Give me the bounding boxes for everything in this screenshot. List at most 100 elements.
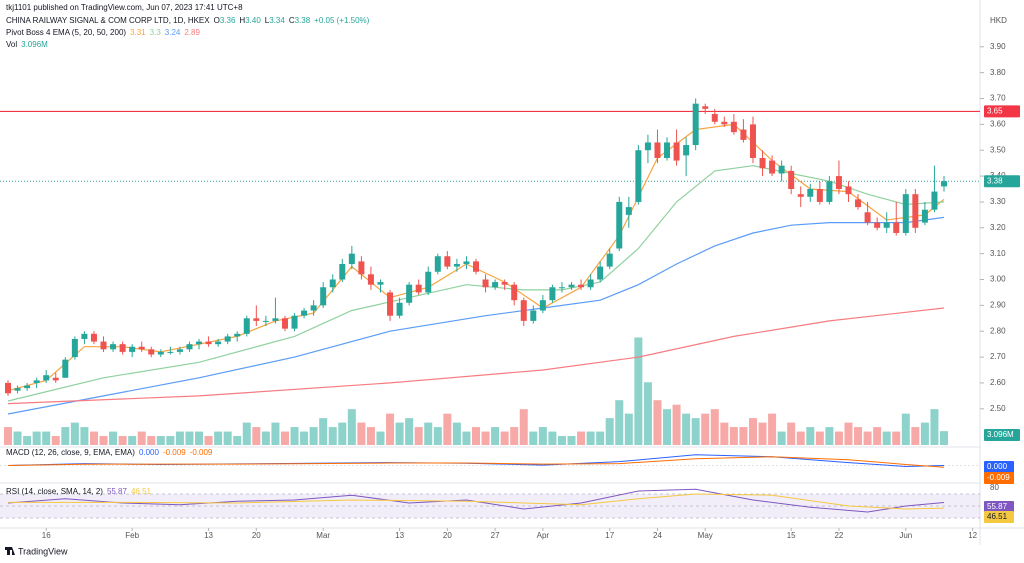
volume-bar <box>873 427 882 445</box>
volume-bar <box>185 431 194 445</box>
candle-body <box>778 165 785 174</box>
volume-bar <box>137 431 146 445</box>
volume-bar <box>796 431 805 445</box>
volume-bar <box>147 436 156 445</box>
brand: TradingView <box>18 546 68 556</box>
chart-title: CHINA RAILWAY SIGNAL & COM CORP LTD, 1D,… <box>6 16 210 25</box>
volume-bar <box>682 413 691 445</box>
y-tick-label: 3.60 <box>990 119 1006 128</box>
candle-body <box>272 318 279 321</box>
volume-bar <box>500 431 509 445</box>
volume-bar <box>701 413 710 445</box>
volume-bar <box>739 427 748 445</box>
volume-bar <box>300 431 309 445</box>
volume-bar <box>548 431 557 445</box>
y-tick-label: 3.80 <box>990 68 1006 77</box>
candle-body <box>301 310 308 316</box>
candle-body <box>597 266 604 280</box>
volume-bar <box>710 409 719 445</box>
volume-bar <box>80 427 89 445</box>
candle-body <box>157 351 164 355</box>
volume-bar <box>233 436 242 445</box>
volume-bar <box>854 427 863 445</box>
volume-bar <box>32 431 41 445</box>
candle-body <box>664 142 671 158</box>
volume-bar <box>643 382 652 445</box>
candle-body <box>711 114 718 122</box>
hline-label: 3.65 <box>987 107 1003 116</box>
volume-bar <box>109 431 118 445</box>
macd-value: -0.009 <box>190 448 213 457</box>
candle-body <box>90 333 97 342</box>
x-tick-label: 13 <box>395 531 404 540</box>
volume-bar <box>433 427 442 445</box>
candle-body <box>692 103 699 146</box>
brand-logo <box>5 547 15 555</box>
candle-body <box>463 261 470 264</box>
candle-body <box>749 124 756 158</box>
candle-body <box>644 142 651 151</box>
candle-body <box>253 318 260 321</box>
candle-body <box>835 176 842 190</box>
volume-bar <box>768 413 777 445</box>
volume-bar <box>557 436 566 445</box>
candle-body <box>883 222 890 228</box>
rsi-line <box>8 493 945 510</box>
candle-body <box>320 287 327 306</box>
candle-body <box>912 194 919 228</box>
candle-body <box>329 279 336 288</box>
candle-body <box>921 209 928 223</box>
y-tick-label: 2.80 <box>990 326 1006 335</box>
x-tick-label: 16 <box>42 531 51 540</box>
volume-bar <box>414 427 423 445</box>
volume-bar <box>242 422 251 445</box>
candle-body <box>234 333 241 337</box>
volume-bar <box>481 431 490 445</box>
ohlc-value: 3.40 <box>245 16 261 25</box>
ohlc-key: L <box>265 16 270 25</box>
candle-body <box>759 157 766 169</box>
x-tick-label: 12 <box>968 531 977 540</box>
candle-body <box>71 338 78 358</box>
volume-bar <box>472 427 480 445</box>
x-tick-label: 20 <box>443 531 452 540</box>
candle-body <box>367 274 374 285</box>
volume-bar <box>118 436 127 445</box>
candle-body <box>845 186 852 195</box>
ohlc-value: 3.38 <box>295 16 311 25</box>
volume-bar <box>405 418 414 445</box>
volume-label-box <box>984 429 1020 441</box>
volume-bar <box>42 431 51 445</box>
y-tick-label: 3.20 <box>990 223 1006 232</box>
candle-body <box>167 351 174 353</box>
candle-body <box>797 194 804 197</box>
volume-bar <box>863 431 872 445</box>
candle-body <box>730 121 737 133</box>
volume-bar <box>271 422 280 445</box>
candle-body <box>721 121 728 125</box>
volume-bar <box>376 431 385 445</box>
volume-bar <box>357 422 366 445</box>
volume-bar <box>538 427 547 445</box>
ema-last: 3.24 <box>165 28 181 37</box>
currency: HKD <box>990 16 1007 25</box>
macd-value: 0.000 <box>139 448 160 457</box>
macd-value: -0.009 <box>163 448 186 457</box>
volume-bar <box>892 431 901 445</box>
volume-bar <box>328 427 337 445</box>
volume-bar <box>672 404 681 445</box>
candle-body <box>606 253 613 267</box>
x-tick-label: 13 <box>204 531 213 540</box>
volume-bar <box>624 413 633 445</box>
candle-body <box>348 253 355 264</box>
candle-body <box>702 106 709 109</box>
x-tick-label: 17 <box>605 531 614 540</box>
volume-bar <box>586 431 595 445</box>
candle-body <box>291 315 298 329</box>
volume-bar <box>99 436 108 445</box>
volume-bar <box>605 418 614 445</box>
volume-bar <box>567 436 576 445</box>
rsi-tick-label: 80 <box>990 483 999 492</box>
candle-body <box>931 191 938 210</box>
